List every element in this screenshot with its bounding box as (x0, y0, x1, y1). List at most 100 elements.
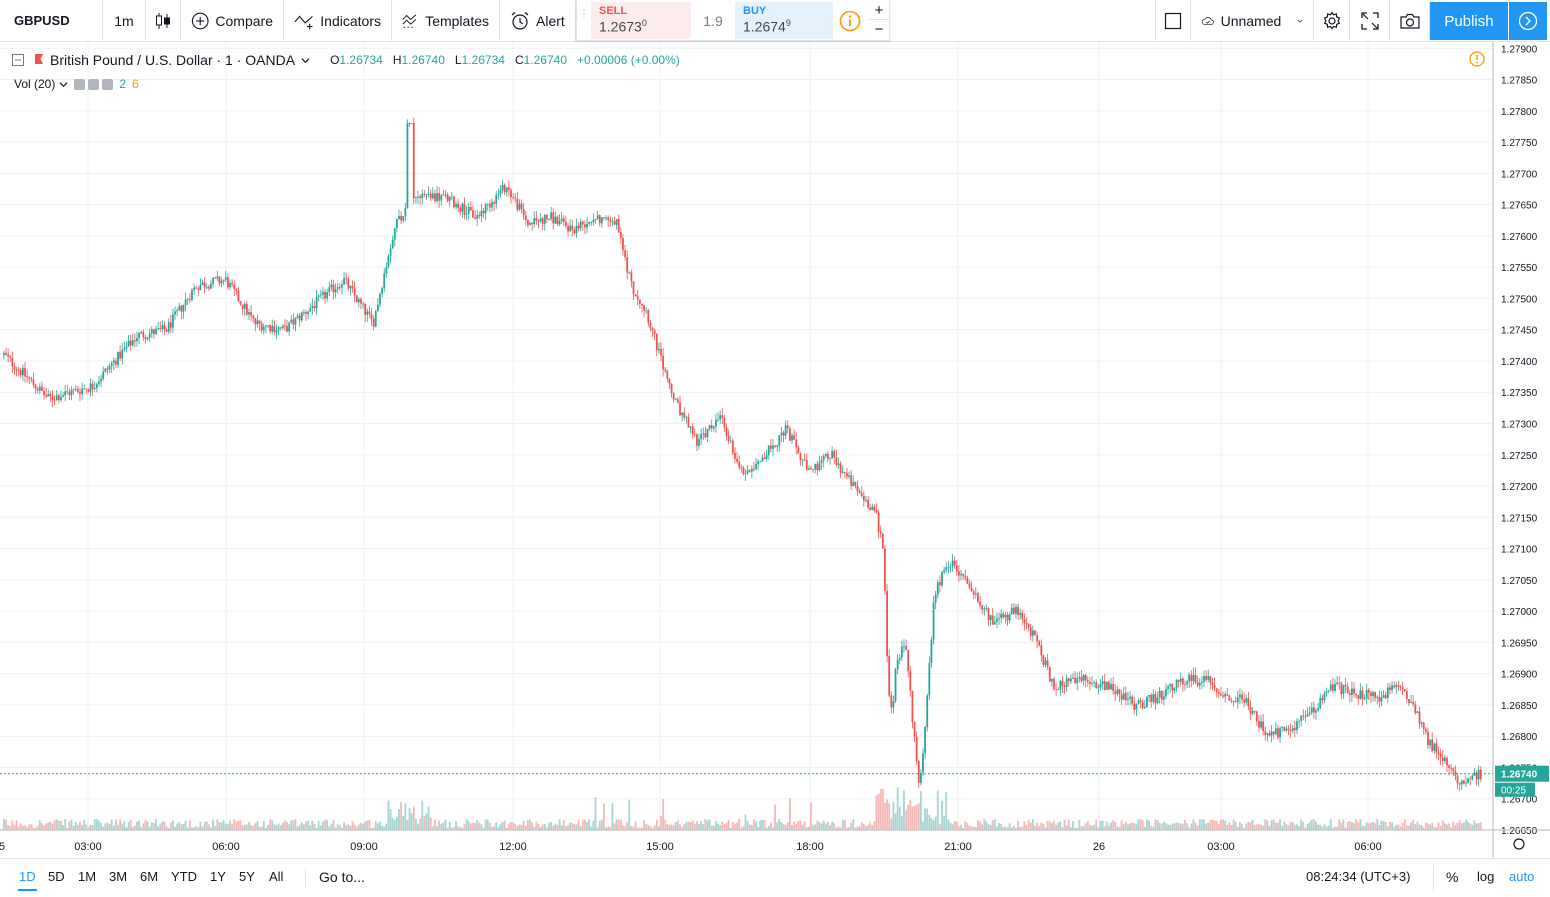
volume-bar (408, 807, 411, 830)
volume-bar (1000, 824, 1003, 830)
candle-body (964, 575, 967, 578)
volume-label[interactable]: Vol (20) (14, 77, 56, 91)
volume-bar (345, 825, 348, 830)
volume-bar (1372, 821, 1374, 830)
volume-bar (32, 827, 35, 830)
candle-body (744, 473, 747, 475)
range-1d-button[interactable]: 1D (18, 869, 37, 891)
range-5y-button[interactable]: 5Y (239, 869, 255, 884)
candle-body (1437, 752, 1440, 754)
candle-body (455, 203, 457, 208)
info-icon[interactable] (839, 10, 861, 32)
drag-handle-icon[interactable]: ⋮⋮ (579, 9, 601, 20)
candle-body (567, 225, 569, 232)
save-layout-button[interactable]: Unnamed (1191, 0, 1314, 41)
quantity-minus-button[interactable]: − (874, 21, 884, 38)
volume-bar (628, 799, 631, 830)
interval-button[interactable]: 1m (103, 0, 146, 41)
templates-button[interactable]: Templates (392, 0, 500, 41)
candle-body (924, 727, 927, 754)
percent-scale-button[interactable]: % (1446, 869, 1459, 885)
volume-bar (311, 820, 314, 830)
range-ytd-button[interactable]: YTD (171, 869, 197, 884)
candle-body (267, 325, 269, 326)
volume-bar (529, 819, 531, 830)
go-to-date-button[interactable]: Go to... (305, 869, 365, 887)
volume-bar (70, 819, 73, 830)
candle-body (15, 369, 18, 371)
volume-bar (395, 816, 398, 830)
chevron-down-icon[interactable] (301, 56, 310, 65)
volume-bar (1391, 822, 1393, 830)
volume-bar (319, 825, 322, 830)
candle-body (894, 669, 897, 702)
candle-body (649, 323, 652, 329)
publish-video-button[interactable] (1509, 2, 1547, 40)
volume-bar (807, 826, 810, 830)
volume-bar (875, 795, 878, 830)
candle-body (417, 196, 419, 198)
warning-icon[interactable] (1469, 51, 1485, 67)
sell-button[interactable]: SELL 1.26730 (591, 2, 691, 39)
volume-bar (127, 822, 130, 830)
candle-body (911, 690, 914, 722)
candle-body (651, 328, 654, 331)
candle-body (1101, 681, 1104, 685)
compare-button[interactable]: Compare (181, 0, 284, 41)
auto-scale-button[interactable]: auto (1509, 869, 1535, 884)
publish-button[interactable]: Publish (1430, 2, 1508, 40)
eye-icon[interactable] (74, 78, 86, 90)
close-icon[interactable] (102, 78, 114, 90)
volume-bar (355, 826, 358, 830)
indicators-button[interactable]: Indicators (284, 0, 392, 41)
range-5d-button[interactable]: 5D (48, 869, 65, 884)
volume-bar (784, 825, 787, 830)
layout-button[interactable] (1155, 0, 1191, 41)
candle-body (985, 607, 988, 609)
candle-body (248, 312, 250, 315)
candle-body (896, 659, 899, 670)
volume-bar (1245, 823, 1248, 830)
candle-body (117, 351, 119, 365)
flag-icon[interactable] (34, 53, 44, 67)
timezone-clock[interactable]: 08:24:34 (UTC+3) (1306, 869, 1411, 884)
range-6m-button[interactable]: 6M (140, 869, 159, 884)
candle-body (518, 203, 521, 210)
candle-body (1063, 685, 1066, 687)
candle-body (1141, 702, 1144, 708)
symbol-search-button[interactable]: GBPUSD (0, 0, 103, 41)
candle-body (1283, 727, 1286, 731)
candle-body (465, 213, 468, 215)
candle-body (685, 416, 688, 418)
range-1y-button[interactable]: 1Y (210, 869, 226, 884)
volume-bar (970, 826, 973, 830)
snapshot-button[interactable] (1390, 0, 1430, 41)
series-title[interactable]: British Pound / U.S. Dollar · 1 · OANDA (50, 52, 296, 68)
volume-bar (520, 825, 523, 830)
candle-body (1446, 757, 1448, 766)
chart-type-button[interactable] (146, 0, 181, 41)
chevron-down-icon[interactable] (59, 80, 68, 89)
alert-button[interactable]: Alert (500, 0, 576, 41)
candle-body (1443, 757, 1446, 761)
volume-bar (1365, 822, 1368, 830)
candle-body (328, 287, 331, 293)
collapse-legend-icon[interactable] (12, 54, 24, 66)
top-toolbar: GBPUSD 1m Compare (0, 0, 1550, 42)
candle-body (953, 560, 956, 566)
axis-gear-icon[interactable] (1513, 838, 1525, 850)
range-3m-button[interactable]: 3M (109, 869, 128, 884)
quantity-plus-button[interactable]: + (869, 2, 889, 20)
fullscreen-button[interactable] (1350, 0, 1390, 41)
candle-body (125, 346, 128, 349)
volume-bar (262, 820, 265, 830)
buy-button[interactable]: BUY 1.26749 (735, 2, 833, 39)
candle-body (655, 333, 658, 351)
price-chart[interactable]: 1.279001.278501.278001.277501.277001.276… (0, 42, 1550, 858)
gear-icon[interactable] (88, 78, 100, 90)
log-scale-button[interactable]: log (1477, 869, 1495, 884)
candle-body (7, 354, 10, 357)
chart-settings-button[interactable] (1314, 0, 1350, 41)
range-all-button[interactable]: All (269, 869, 284, 884)
range-1m-button[interactable]: 1M (78, 869, 97, 884)
